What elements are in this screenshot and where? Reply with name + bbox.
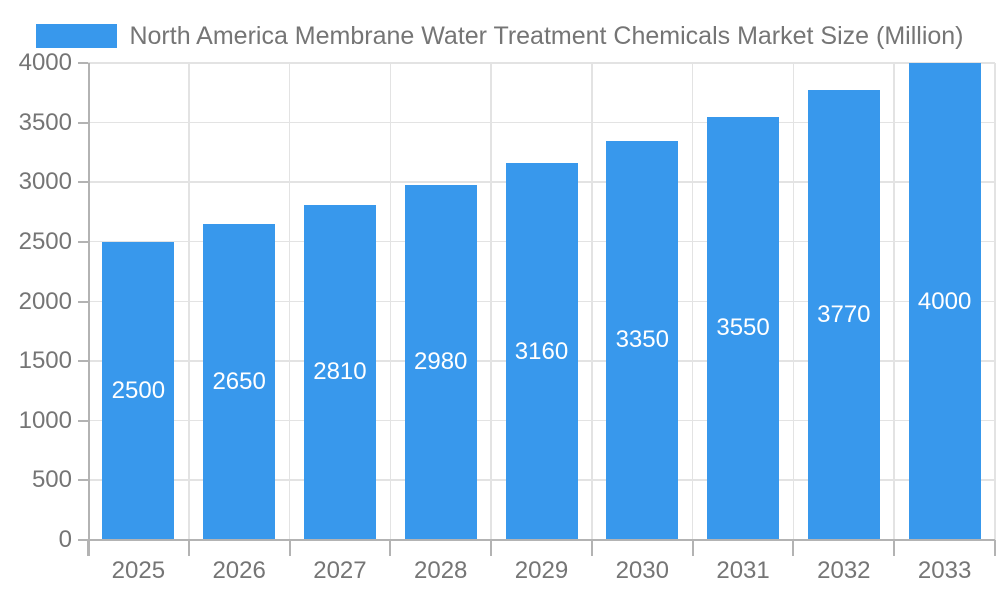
y-axis-tick: [78, 479, 88, 482]
x-gridline: [893, 63, 896, 540]
y-axis-tick: [78, 240, 88, 243]
x-gridline: [994, 63, 996, 540]
y-axis-tick: [78, 121, 88, 124]
bar: [102, 241, 175, 540]
x-tick-label: 2032: [817, 557, 871, 584]
y-tick-label: 4000: [18, 49, 72, 76]
y-axis-tick: [78, 539, 88, 541]
bar-value-label: 3770: [817, 301, 871, 329]
bar-value-label: 4000: [917, 287, 972, 315]
x-gridline: [792, 63, 795, 540]
x-axis-tick: [288, 540, 291, 556]
y-axis-tick: [78, 419, 88, 422]
x-gridline: [288, 63, 291, 540]
chart-title: North America Membrane Water Treatment C…: [129, 22, 964, 50]
x-tick-label: 2029: [514, 557, 569, 584]
y-gridline: [88, 121, 995, 124]
y-axis-line: [88, 63, 90, 556]
bar-value-label: 2980: [414, 348, 468, 376]
bar-value-label: 3550: [716, 314, 770, 342]
bar-value-label: 2810: [313, 358, 367, 386]
chart-legend: North America Membrane Water Treatment C…: [0, 17, 1000, 55]
y-tick-label: 500: [31, 466, 72, 494]
y-tick-label: 1000: [18, 406, 72, 434]
y-axis-tick: [78, 181, 88, 184]
bar: [908, 63, 981, 540]
y-axis-tick: [78, 62, 88, 64]
y-axis-tick: [78, 300, 88, 303]
legend-swatch: [36, 24, 118, 48]
y-tick-label: 3000: [18, 168, 72, 196]
y-axis-tick: [78, 360, 88, 363]
x-tick-label: 2027: [313, 557, 367, 584]
x-axis-tick: [187, 540, 190, 556]
x-axis-tick: [389, 540, 392, 556]
x-gridline: [691, 63, 694, 540]
x-tick-label: 2028: [414, 557, 468, 584]
x-axis-tick: [994, 540, 996, 556]
x-tick-label: 2025: [111, 557, 166, 584]
x-gridline: [490, 63, 492, 540]
y-tick-label: 2500: [18, 227, 72, 255]
y-gridline: [88, 62, 995, 64]
x-axis-line: [88, 539, 995, 541]
bar: [707, 116, 780, 540]
bar-value-label: 2650: [212, 367, 266, 395]
y-tick-label: 1500: [18, 347, 72, 375]
x-tick-label: 2030: [615, 557, 669, 584]
x-axis-tick: [691, 540, 694, 556]
x-gridline: [389, 63, 392, 540]
bar: [404, 184, 477, 540]
x-axis-tick: [590, 540, 593, 556]
x-axis-tick: [490, 540, 493, 556]
x-axis-tick: [792, 540, 795, 556]
x-tick-label: 2033: [917, 557, 972, 584]
bar-value-label: 3160: [514, 337, 569, 365]
y-tick-label: 0: [58, 526, 72, 553]
bar: [303, 204, 376, 540]
x-gridline: [591, 63, 593, 540]
x-gridline: [187, 63, 190, 540]
y-tick-label: 2000: [18, 287, 72, 315]
bar-value-label: 2500: [111, 376, 166, 404]
bar-value-label: 3350: [615, 326, 669, 354]
x-tick-label: 2026: [212, 557, 266, 584]
bar: [203, 223, 276, 540]
y-tick-label: 3500: [18, 108, 72, 136]
bar: [807, 90, 880, 540]
x-axis-tick: [893, 540, 896, 556]
bar: [505, 163, 578, 540]
bar: [606, 140, 679, 540]
x-tick-label: 2031: [716, 557, 770, 584]
